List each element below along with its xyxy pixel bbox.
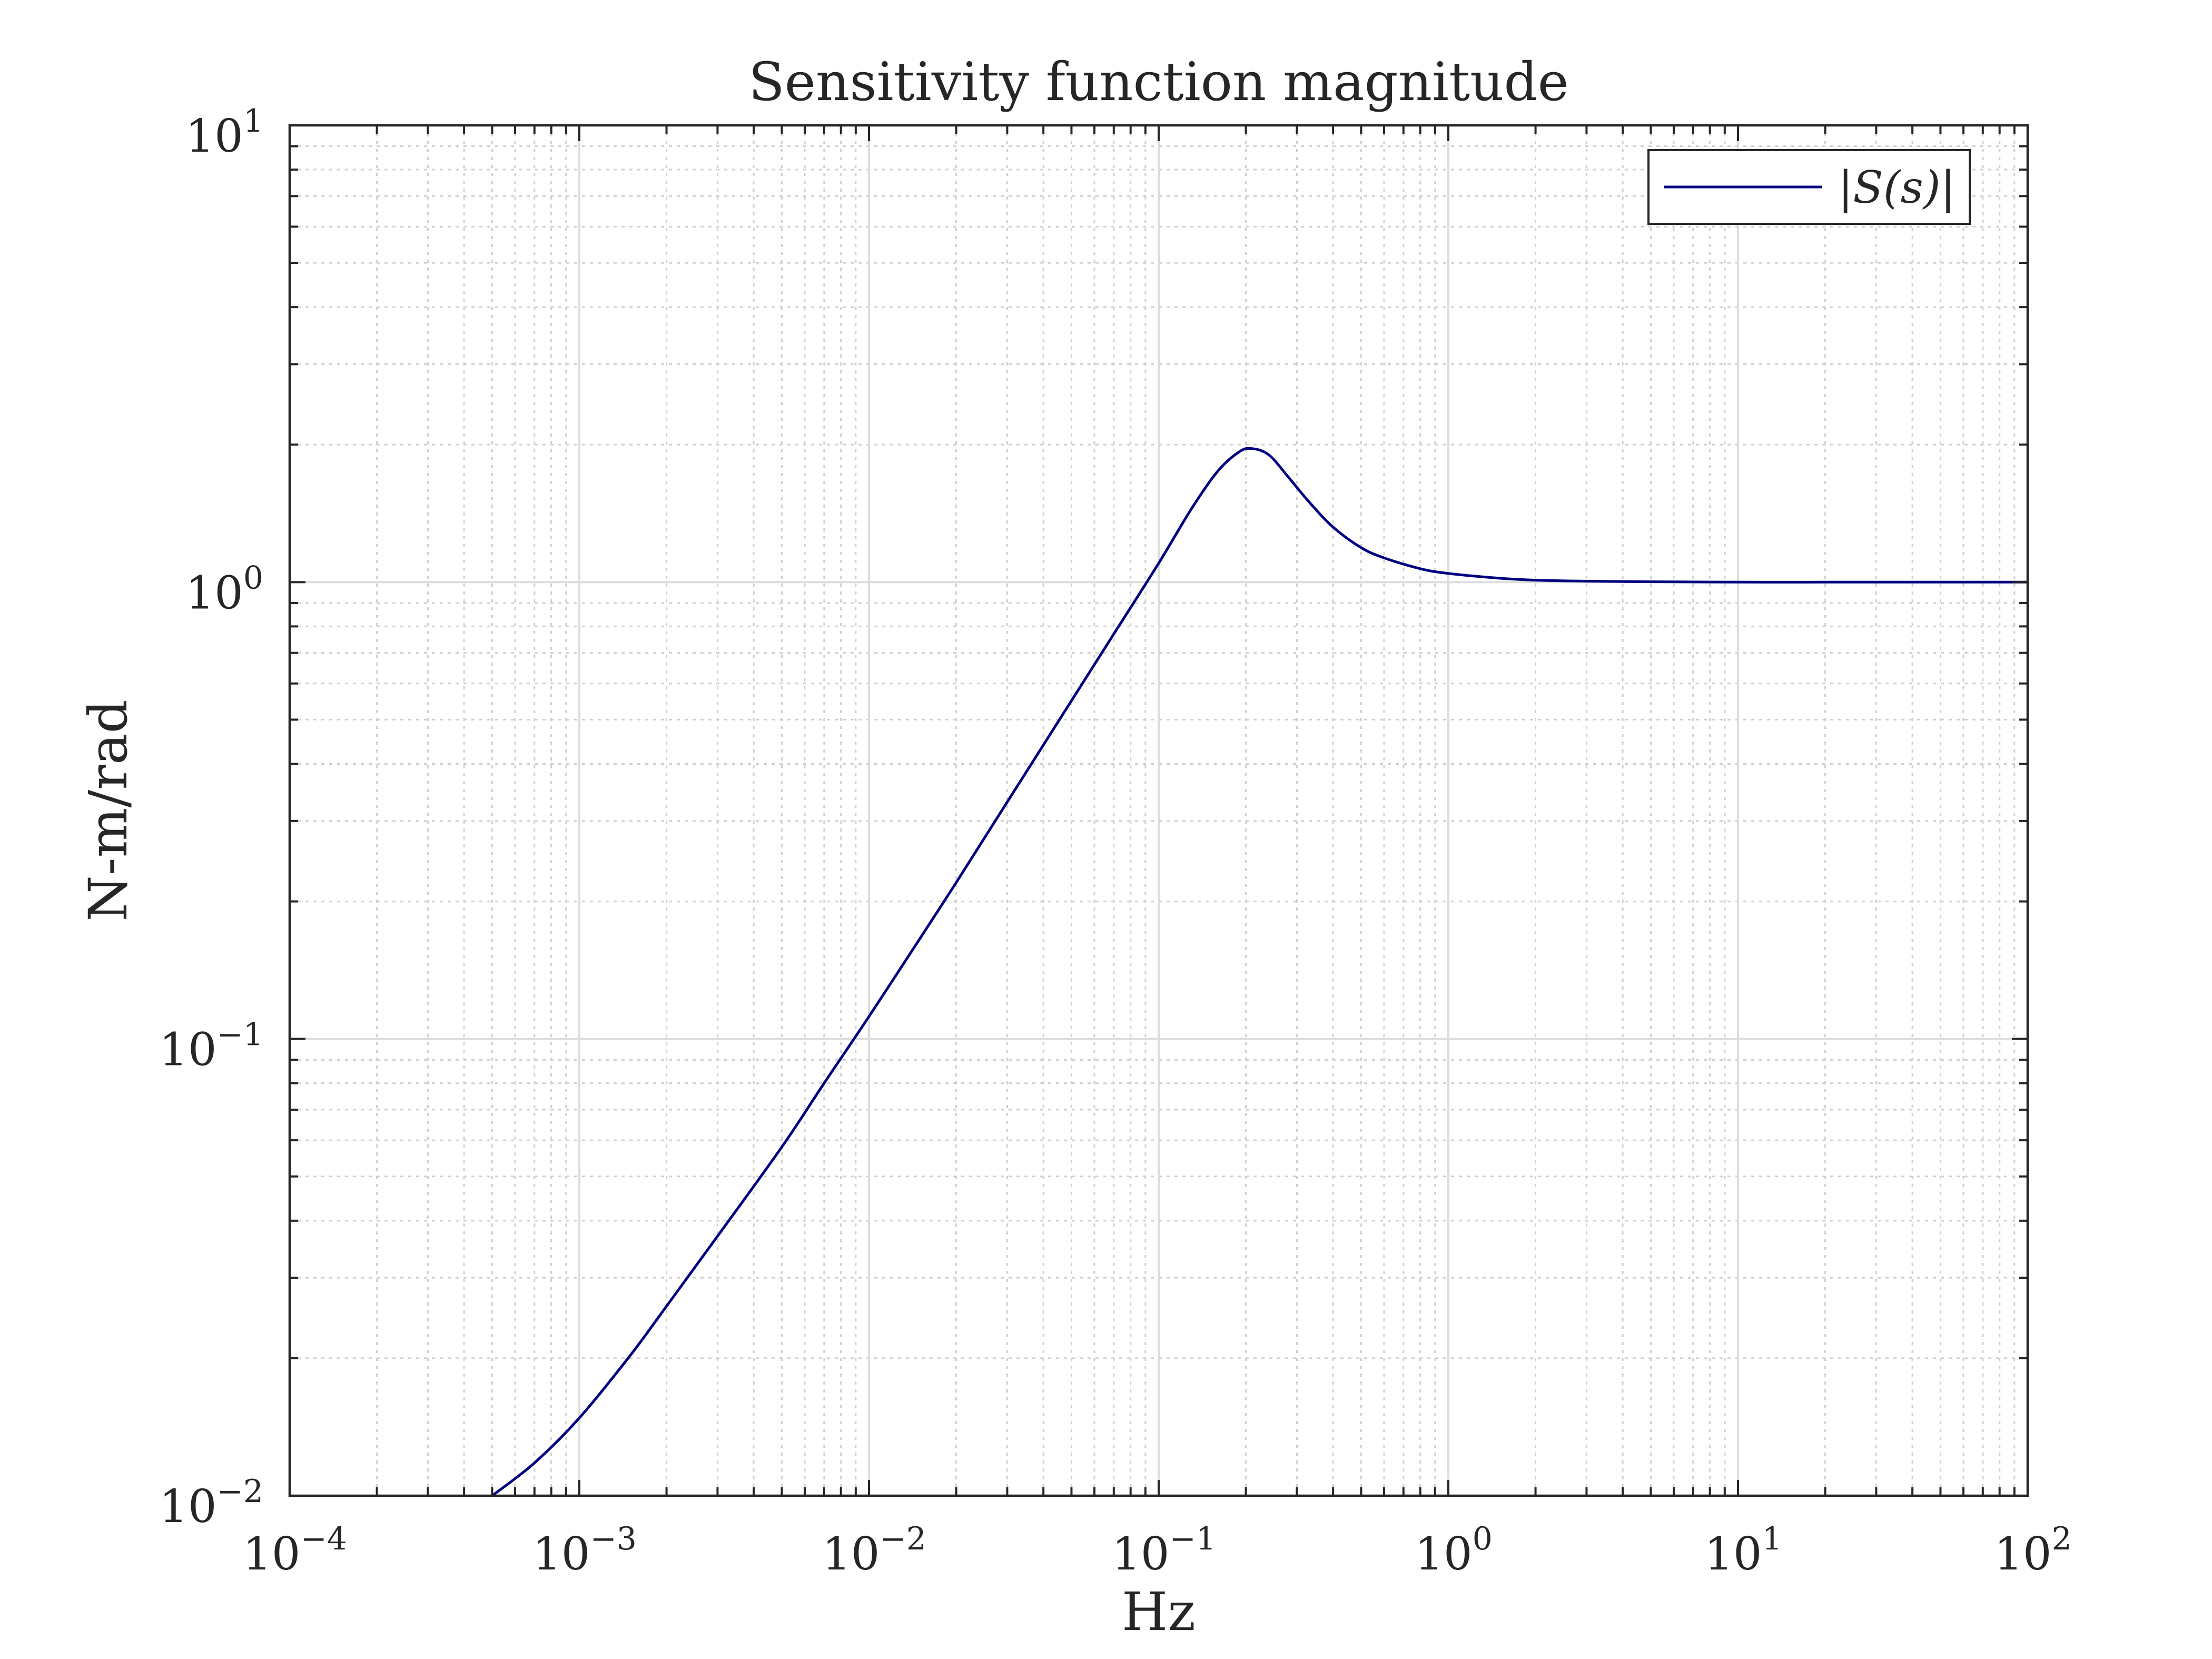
x-tick-label: 10−1	[1112, 1520, 1216, 1581]
chart-title: Sensitivity function magnitude	[748, 51, 1569, 113]
x-tick-labels: 10−4 10−3 10−2 10−1 100 101 102	[243, 1520, 2072, 1581]
legend: |S(s)|	[1647, 149, 1971, 225]
legend-label: |S(s)|	[1838, 162, 1956, 213]
x-tick-label: 10−4	[243, 1520, 347, 1581]
y-tick-labels: 10−2 10−1 100 101	[159, 103, 263, 1533]
y-tick-label: 101	[185, 103, 263, 163]
x-tick-label: 10−3	[532, 1520, 637, 1581]
x-tick-label: 10−2	[822, 1520, 926, 1581]
series-line	[491, 447, 2028, 1496]
y-tick-label: 10−1	[159, 1016, 263, 1077]
y-tick-label: 10−2	[159, 1473, 263, 1533]
x-axis-label: Hz	[1122, 1581, 1196, 1643]
y-tick-label: 100	[185, 559, 263, 619]
x-tick-label: 101	[1704, 1520, 1782, 1581]
plot-area	[491, 447, 2028, 1496]
x-tick-label: 100	[1415, 1520, 1493, 1581]
tick-marks	[289, 124, 2029, 1497]
x-tick-label: 102	[1994, 1520, 2072, 1581]
y-axis-label: N-m/rad	[77, 699, 139, 921]
